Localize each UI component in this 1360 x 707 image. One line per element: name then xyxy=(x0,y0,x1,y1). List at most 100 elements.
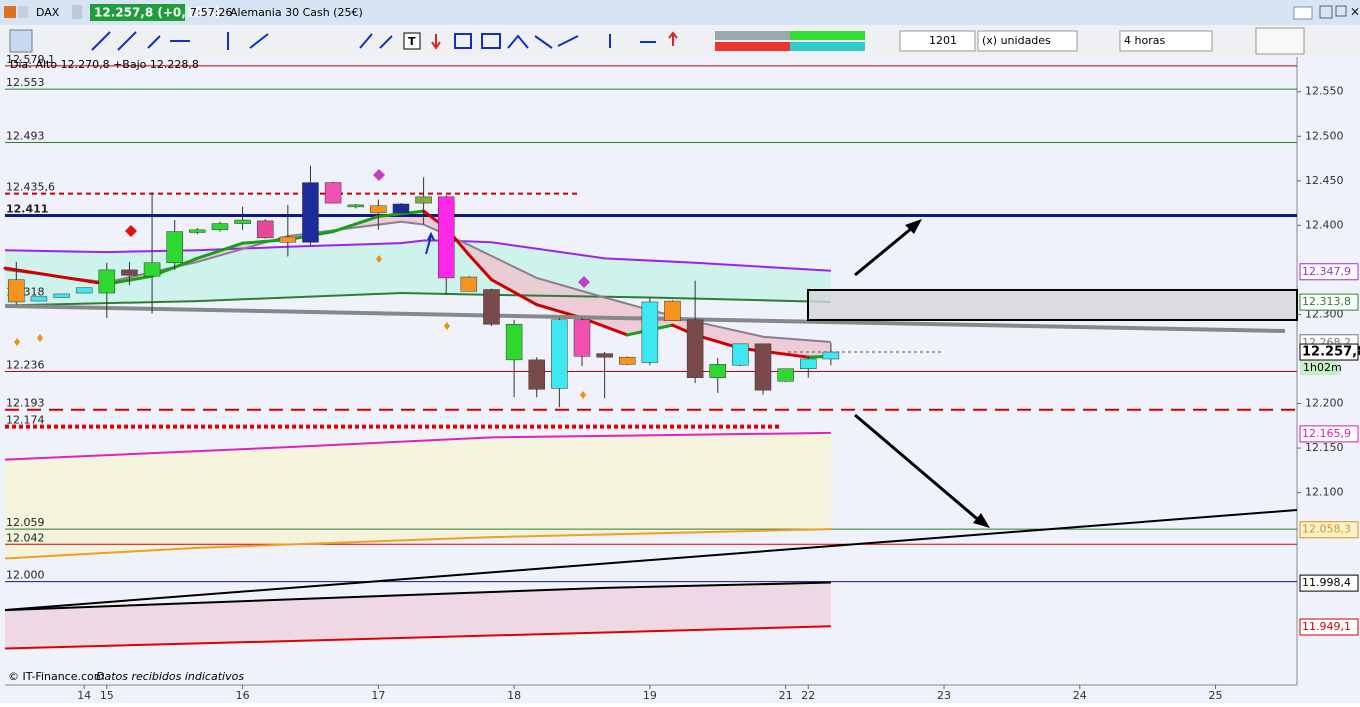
close[interactable]: × xyxy=(1350,5,1360,19)
chart-type-button[interactable] xyxy=(1255,27,1305,55)
title-bar xyxy=(0,0,1360,25)
level-label: 12.493 xyxy=(6,130,45,143)
period-select[interactable] xyxy=(1119,30,1213,52)
price-tag xyxy=(1299,263,1359,281)
x-tick-label: 25 xyxy=(1209,689,1223,702)
moving-average xyxy=(738,346,810,359)
candle-body xyxy=(347,204,364,208)
candle-body xyxy=(822,351,840,360)
moving-average xyxy=(467,253,493,282)
price-tag-label: 12.257,8 xyxy=(1302,345,1360,360)
x-tick-label: 18 xyxy=(507,689,521,702)
menu[interactable] xyxy=(18,6,28,18)
y-tick-label: 12.450 xyxy=(1305,174,1344,187)
units-select[interactable] xyxy=(977,30,1078,52)
units: (x) unidades xyxy=(982,34,1051,47)
window-button[interactable] xyxy=(1293,6,1313,20)
levels: 12.579,112.55312.49312.435,612.41112.318… xyxy=(5,53,1297,583)
candle-body xyxy=(415,196,432,204)
price-tag-label: 12.347,9 xyxy=(1302,265,1351,278)
price: 12.257,8 (+0,15%) xyxy=(94,6,220,20)
candle-body xyxy=(189,229,206,233)
level-label: 12.236 xyxy=(6,358,45,371)
candles xyxy=(8,165,840,408)
candle-body xyxy=(573,319,591,357)
x-tick-label: 19 xyxy=(643,689,657,702)
candle-body xyxy=(551,319,568,389)
restore[interactable] xyxy=(1335,5,1347,17)
signal-marker xyxy=(425,231,435,255)
price-tag xyxy=(1299,521,1359,539)
price-tag-label: 12.165,9 xyxy=(1302,427,1351,440)
level-label: 12.553 xyxy=(6,76,45,89)
info-icon[interactable] xyxy=(72,5,82,19)
app-icon xyxy=(4,6,16,18)
moving-average xyxy=(489,278,539,307)
candle-body xyxy=(392,203,410,214)
candle-body xyxy=(75,287,93,294)
zone-box xyxy=(807,289,1298,321)
fills xyxy=(5,211,831,649)
candle-body xyxy=(618,356,636,365)
period: 4 horas xyxy=(1124,34,1165,47)
footer-note: Datos recibidos indicativos xyxy=(96,670,244,683)
x-tick-label: 24 xyxy=(1073,689,1087,702)
arrow-head xyxy=(973,513,990,528)
level-label: 12.000 xyxy=(6,569,45,582)
price-tag xyxy=(1299,618,1359,636)
moving-average xyxy=(195,241,245,260)
candle-body xyxy=(166,231,183,264)
candle-body xyxy=(641,301,659,363)
level-label: 12.193 xyxy=(6,397,45,410)
minimize[interactable] xyxy=(1319,5,1333,19)
quantity: 1201 xyxy=(929,34,957,47)
quantity-input[interactable] xyxy=(899,30,976,52)
level-label: 12.042 xyxy=(6,531,45,544)
timer: 1h02m xyxy=(1303,361,1342,374)
x-tick-label: 21 xyxy=(779,689,793,702)
level-label: 12.059 xyxy=(6,516,45,529)
candle-body xyxy=(370,205,387,214)
candle-body xyxy=(256,220,274,239)
level-label: 12.174 xyxy=(6,414,45,427)
level-label: 12.435,6 xyxy=(6,181,55,194)
candle-body xyxy=(800,358,817,370)
band-fill xyxy=(5,432,831,559)
axes: 12.550 12.500 12.450 12.400 12.300 12.200 12.1… xyxy=(77,85,1360,702)
candle-body xyxy=(30,296,48,302)
band-fill xyxy=(5,211,831,358)
x-tick-label: 17 xyxy=(371,689,385,702)
indicator-line xyxy=(4,528,831,560)
price-tag-label: 11.949,1 xyxy=(1302,620,1351,633)
toolbar-icons[interactable]: T xyxy=(9,29,678,53)
candle-body xyxy=(505,323,523,361)
candle-body xyxy=(53,293,70,298)
price-box xyxy=(90,4,185,21)
y-tick-label: 12.150 xyxy=(1305,441,1344,454)
candle-body xyxy=(121,269,138,276)
y-tick-label: 12.100 xyxy=(1305,486,1344,499)
candle-body xyxy=(8,279,25,303)
trend-line xyxy=(4,509,1298,611)
indicator-line xyxy=(4,625,831,650)
moving-average xyxy=(376,209,426,218)
timer-box xyxy=(1300,361,1340,376)
candle-body xyxy=(234,219,251,224)
level-label: 12.579,1 xyxy=(6,53,55,66)
x-tick-label: 15 xyxy=(100,689,114,702)
candle-body xyxy=(664,300,681,321)
x-tick-label: 23 xyxy=(937,689,951,702)
candle-body xyxy=(302,182,319,243)
candle-body xyxy=(709,364,726,378)
indicator-line xyxy=(4,431,831,461)
x-tick-label: 16 xyxy=(236,689,250,702)
arrow xyxy=(854,221,919,277)
y-tick-label: 12.400 xyxy=(1305,218,1344,231)
candle-body xyxy=(143,262,161,277)
price-tag xyxy=(1299,293,1359,311)
arrow xyxy=(854,413,983,525)
candle-body xyxy=(460,276,478,292)
color-palette[interactable] xyxy=(715,31,865,51)
indicator-line xyxy=(4,581,831,612)
info: Día: Alto 12.270,8 +Bajo 12.228,8 xyxy=(10,58,199,71)
